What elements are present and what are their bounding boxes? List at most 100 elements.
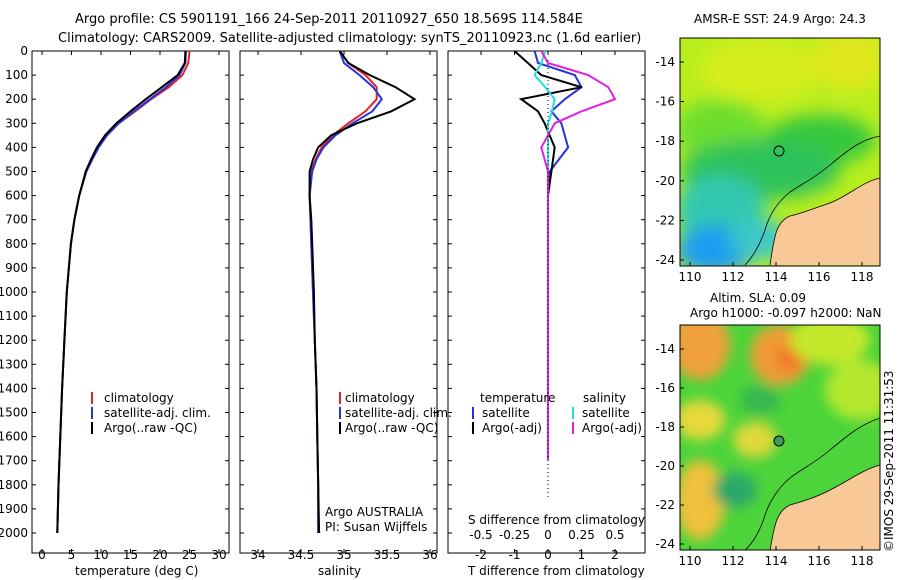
legend-label-argo: Argo(..raw -QC) <box>104 421 197 435</box>
series-line <box>308 50 378 533</box>
x-tick-label: -2 <box>475 548 487 562</box>
x-tick-label: 34 <box>250 548 265 562</box>
argo-position-marker <box>773 435 785 447</box>
lon-tick-label: 118 <box>851 554 874 568</box>
x-tick-label: 10 <box>93 548 108 562</box>
sst-map <box>680 38 880 266</box>
lat-tick-label: -20 <box>655 174 675 188</box>
x-tick-label: 0 <box>544 548 552 562</box>
x-tick-label: 25 <box>182 548 197 562</box>
difference-x-axis: -2 -1 0 1 2 -0.5 -0.25 0 0.25 0.5 <box>469 51 625 562</box>
depth-tick-label: 1600 <box>0 430 28 444</box>
depth-tick-label: 1500 <box>0 406 28 420</box>
imos-timestamp: ©IMOS 29-Sep-2011 11:31:53 <box>882 370 896 552</box>
legend-label-argo: Argo(..raw -QC) <box>345 421 438 435</box>
depth-tick-label: 1000 <box>0 285 28 299</box>
lon-tick-label: 110 <box>679 270 702 284</box>
difference-panel-frame <box>447 50 646 554</box>
x-tick-label: 20 <box>152 548 167 562</box>
series-line <box>56 50 187 534</box>
lat-tick-label: -18 <box>655 420 675 434</box>
lat-tick-label: -24 <box>655 537 675 551</box>
depth-tick-label: 1700 <box>0 454 28 468</box>
lat-tick-label: -18 <box>655 134 675 148</box>
lon-tick-label: 112 <box>722 554 745 568</box>
title-line-1: Argo profile: CS 5901191_166 24-Sep-2011… <box>75 12 583 27</box>
lat-tick-label: -14 <box>655 55 675 69</box>
lat-tick-label: -22 <box>655 498 675 512</box>
difference-xlabel: T difference from climatology <box>467 564 645 578</box>
depth-tick-label: 1100 <box>0 309 28 323</box>
x-tick-label: 2 <box>611 548 619 562</box>
lon-tick-label: 114 <box>765 270 788 284</box>
series-line <box>540 50 617 460</box>
difference-legend: temperature salinity satellite Argo(-adj… <box>472 391 642 435</box>
x-tick-label: 0 <box>544 528 552 542</box>
legend-label-climatology: climatology <box>104 391 174 405</box>
sla-map-axes: -14 -16 -18 -20 -22 -24 110 112 114 116 118 <box>655 342 873 568</box>
x-tick-label: 35.5 <box>374 548 401 562</box>
sst-map-axes: -14 -16 -18 -20 -22 -24 110 112 114 116 118 <box>655 55 873 284</box>
depth-tick-label: 1800 <box>0 478 28 492</box>
float-program-note: Argo AUSTRALIA <box>325 505 424 519</box>
x-tick-label: 34.5 <box>288 548 315 562</box>
series-line <box>56 50 191 534</box>
depth-tick-label: 700 <box>5 213 28 227</box>
depth-tick-label: 100 <box>5 68 28 82</box>
lon-tick-label: 116 <box>808 270 831 284</box>
salinity-x-axis: 34 34.5 35 35.5 36 <box>250 51 438 562</box>
x-tick-label: -1 <box>509 548 521 562</box>
depth-tick-label: 1200 <box>0 333 28 347</box>
depth-tick-label: 1300 <box>0 357 28 371</box>
depth-tick-label: 2000 <box>0 526 28 540</box>
depth-tick-label: 300 <box>5 116 28 130</box>
lon-tick-label: 118 <box>851 270 874 284</box>
x-tick-label: 30 <box>211 548 226 562</box>
depth-tick-label: 800 <box>5 237 28 251</box>
x-tick-label: 36 <box>422 548 437 562</box>
depth-tick-label: 400 <box>5 140 28 154</box>
legend-temperature-heading: temperature <box>480 391 555 405</box>
difference-top-label: S difference from climatology <box>468 513 645 527</box>
legend-label-sal-satellite: satellite <box>582 406 630 420</box>
x-tick-label: 0.25 <box>568 528 595 542</box>
lat-tick-label: -16 <box>655 95 675 109</box>
lon-tick-label: 112 <box>722 270 745 284</box>
legend-label-satellite: satellite-adj. clim. <box>104 406 211 420</box>
depth-tick-label: 900 <box>5 261 28 275</box>
depth-tick-label: 0 <box>20 44 28 58</box>
temperature-xlabel: temperature (deg C) <box>75 564 198 578</box>
lat-tick-label: -16 <box>655 381 675 395</box>
depth-tick-label: 1900 <box>0 502 28 516</box>
x-tick-label: -0.5 <box>469 528 492 542</box>
float-pi-note: PI: Susan Wijffels <box>325 520 427 534</box>
x-tick-label: -0.25 <box>499 528 530 542</box>
series-line <box>56 50 187 534</box>
x-tick-label: 5 <box>68 548 76 562</box>
legend-label-climatology: climatology <box>345 391 415 405</box>
sla-map-frame <box>679 324 881 551</box>
x-tick-label: 15 <box>123 548 138 562</box>
sst-map-frame <box>679 37 881 267</box>
x-tick-label: 35 <box>336 548 351 562</box>
lat-tick-label: -24 <box>655 253 675 267</box>
lat-tick-label: -22 <box>655 213 675 227</box>
legend-salinity-heading: salinity <box>583 391 626 405</box>
x-tick-label: 0 <box>38 548 46 562</box>
profile-series <box>56 50 617 534</box>
temperature-panel-frame <box>31 50 230 554</box>
sla-map-subtitle: Argo h1000: -0.097 h2000: NaN <box>690 306 882 320</box>
title-line-2: Climatology: CARS2009. Satellite-adjuste… <box>58 31 641 46</box>
salinity-panel-frame <box>239 50 438 554</box>
depth-tick-label: 200 <box>5 92 28 106</box>
depth-tick-label: 1400 <box>0 381 28 395</box>
depth-tick-label: 500 <box>5 165 28 179</box>
sla-map-title: Altim. SLA: 0.09 <box>710 291 806 305</box>
depth-axis: 0 100 200 300 400 500 600 700 800 900 1000 1100 1200… <box>0 44 645 540</box>
salinity-xlabel: salinity <box>318 564 361 578</box>
salinity-legend: climatology satellite-adj. clim. Argo(..… <box>325 391 452 534</box>
lat-tick-label: -14 <box>655 342 675 356</box>
x-tick-label: 0.5 <box>605 528 624 542</box>
temperature-legend: climatology satellite-adj. clim. Argo(..… <box>91 391 211 435</box>
lat-tick-label: -20 <box>655 459 675 473</box>
